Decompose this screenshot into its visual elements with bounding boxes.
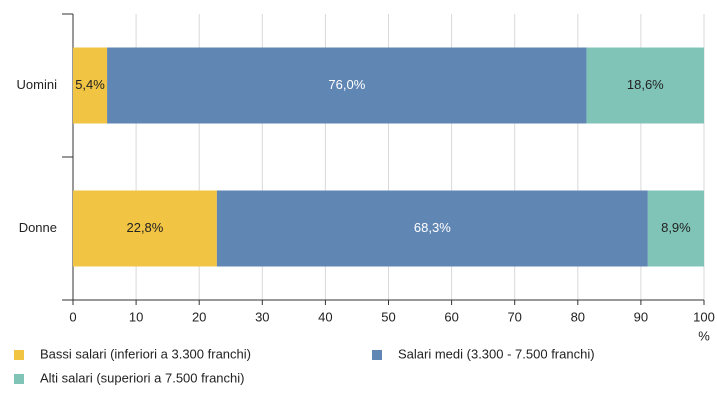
- bar-segment: [647, 190, 704, 267]
- bar-segment: [107, 47, 587, 124]
- value-label: 68,3%: [414, 220, 451, 235]
- legend-swatch: [372, 350, 382, 360]
- y-tick-label: Donne: [19, 220, 57, 235]
- y-tick-label: Uomini: [17, 77, 58, 92]
- x-axis-unit: %: [698, 328, 710, 343]
- value-label: 76,0%: [328, 77, 365, 92]
- legend-label: Bassi salari (inferiori a 3.300 franchi): [40, 346, 251, 361]
- x-tick-label: 30: [255, 309, 269, 324]
- x-tick-label: 70: [507, 309, 521, 324]
- x-tick-label: 90: [634, 309, 648, 324]
- x-tick-label: 50: [381, 309, 395, 324]
- x-tick-label: 0: [69, 309, 76, 324]
- bar-segment: [586, 47, 704, 124]
- legend-swatch: [14, 374, 24, 384]
- legend-label: Alti salari (superiori a 7.500 franchi): [40, 370, 244, 385]
- x-tick-label: 40: [318, 309, 332, 324]
- bar-segment: [73, 47, 108, 124]
- legend-label: Salari medi (3.300 - 7.500 franchi): [398, 346, 595, 361]
- value-label: 18,6%: [627, 77, 664, 92]
- x-tick-label: 20: [192, 309, 206, 324]
- x-tick-label: 10: [129, 309, 143, 324]
- bar-segment: [216, 190, 648, 267]
- value-label: 22,8%: [126, 220, 163, 235]
- value-label: 8,9%: [661, 220, 691, 235]
- value-label: 5,4%: [75, 77, 105, 92]
- bar-segment: [73, 190, 217, 267]
- x-tick-label: 80: [571, 309, 585, 324]
- legend-swatch: [14, 350, 24, 360]
- x-tick-label: 100: [693, 309, 715, 324]
- x-tick-label: 60: [444, 309, 458, 324]
